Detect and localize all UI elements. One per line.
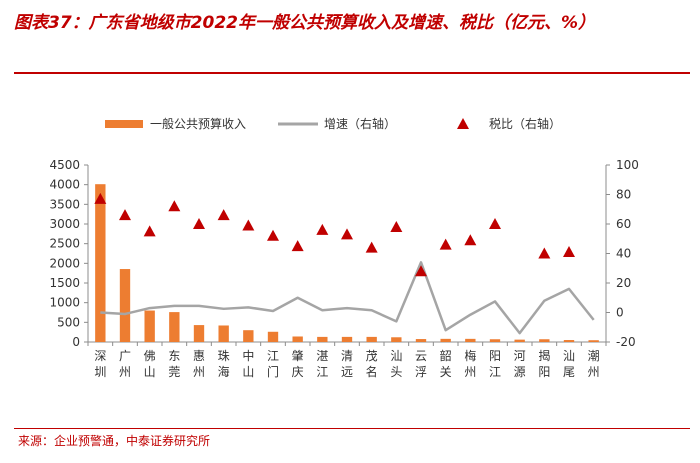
y-left-tick-label: 4000 (49, 178, 80, 192)
bar (95, 184, 106, 342)
y-left-tick-label: 2000 (49, 256, 80, 270)
bar (391, 337, 402, 342)
x-tick-label: 清远 (341, 349, 353, 379)
bar (193, 325, 205, 342)
tax-ratio-marker (365, 241, 378, 253)
tax-ratio-marker (563, 246, 575, 258)
tax-ratio-marker (464, 234, 477, 246)
tax-ratio-marker (489, 218, 501, 229)
bar (218, 325, 229, 342)
y-left-tick-label: 1500 (49, 276, 80, 290)
x-tick-label: 潮州 (588, 348, 600, 379)
x-tick-label: 中山 (242, 348, 254, 379)
bar (563, 340, 575, 342)
legend: 一般公共预算收入 增速（右轴） 税比（右轴） (105, 116, 561, 131)
tax-ratio-marker (193, 218, 205, 229)
x-tick-label: 河源 (514, 349, 526, 379)
x-tick-label: 东莞 (168, 349, 180, 379)
bar (588, 340, 599, 342)
bar (514, 339, 525, 342)
legend-swatch-marker (457, 118, 469, 129)
tax-ratio-marker (168, 200, 181, 212)
y-right-tick-label: 40 (616, 247, 631, 261)
bar (415, 339, 427, 342)
x-tick-label: 汕尾 (563, 349, 575, 379)
bar (539, 339, 550, 342)
bar (292, 336, 303, 342)
y-left-tick-label: 2500 (49, 237, 80, 251)
x-tick-label: 韶关 (440, 348, 452, 379)
y-right-tick-label: 0 (616, 306, 624, 320)
legend-label-line: 增速（右轴） (324, 116, 396, 131)
x-axis-labels: 深圳广州佛山东莞惠州珠海中山江门肇庆湛江清远茂名汕头云浮韶关梅州阳江河源揭阳汕尾… (94, 348, 599, 379)
bar (169, 312, 180, 342)
y-left-tick-label: 4500 (49, 158, 80, 172)
x-tick-label: 梅州 (464, 348, 476, 379)
bar (267, 331, 279, 342)
x-tick-label: 茂名 (366, 349, 378, 379)
title-divider (14, 72, 690, 74)
bar (465, 338, 476, 342)
y-right-tick-label: 60 (616, 217, 631, 231)
x-tick-label: 湛江 (316, 349, 328, 379)
y-right-tick-label: 20 (616, 276, 631, 290)
x-tick-label: 佛山 (144, 349, 156, 379)
bar-series (95, 184, 599, 342)
y-right-tick-label: 100 (616, 158, 639, 172)
y-left-tick-label: 0 (72, 335, 80, 349)
bar (317, 336, 328, 342)
tax-ratio-marker (217, 209, 230, 221)
chart-title: 图表37：广东省地级市2022年一般公共预算收入及增速、税比（亿元、%） (14, 13, 596, 33)
bar (144, 310, 155, 342)
x-tick-label: 广州 (119, 349, 131, 379)
tax-ratio-marker (341, 228, 353, 240)
tax-ratio-marker (143, 225, 156, 237)
bar (489, 339, 501, 342)
tax-ratio-marker (119, 209, 131, 221)
bar (243, 330, 254, 342)
tax-ratio-marker (316, 223, 329, 235)
y-right-tick-label: 80 (616, 188, 631, 202)
x-tick-label: 珠海 (218, 349, 230, 379)
tax-ratio-marker (439, 238, 452, 250)
y-left-tick-label: 500 (57, 315, 80, 329)
x-tick-label: 肇庆 (292, 348, 304, 379)
tax-ratio-marker (94, 192, 107, 204)
axes: 0 500 1000 1500 2000 2500 3000 3500 4000 4500 -20 0… (49, 158, 638, 349)
tax-ratio-marker (538, 247, 551, 259)
bar (341, 336, 353, 342)
y-left-tick-label: 3000 (49, 217, 80, 231)
source-divider (14, 428, 690, 429)
bar (119, 269, 131, 342)
legend-swatch-bar (105, 120, 143, 128)
bar (366, 336, 377, 342)
bar (440, 338, 451, 342)
y-right-tick-label: -20 (616, 335, 636, 349)
x-tick-label: 揭阳 (538, 348, 550, 379)
x-tick-label: 阳江 (489, 349, 501, 379)
tax-ratio-marker (415, 265, 427, 277)
x-tick-label: 深圳 (94, 349, 106, 379)
tax-ratio-marker (291, 240, 304, 252)
tax-ratio-marker (267, 229, 279, 241)
marker-series (94, 192, 575, 277)
legend-label-marker: 税比（右轴） (489, 116, 561, 131)
tax-ratio-marker (242, 219, 255, 231)
y-left-tick-label: 3500 (49, 197, 80, 211)
legend-label-bar: 一般公共预算收入 (150, 116, 246, 131)
source-note: 来源：企业预警通，中泰证券研究所 (18, 434, 211, 448)
x-tick-label: 云浮 (415, 349, 427, 379)
line-series (100, 261, 595, 335)
x-tick-label: 江门 (267, 349, 279, 379)
x-tick-label: 惠州 (193, 349, 205, 379)
tax-ratio-marker (390, 220, 403, 232)
y-left-tick-label: 1000 (49, 296, 80, 310)
x-tick-label: 汕头 (390, 349, 402, 379)
